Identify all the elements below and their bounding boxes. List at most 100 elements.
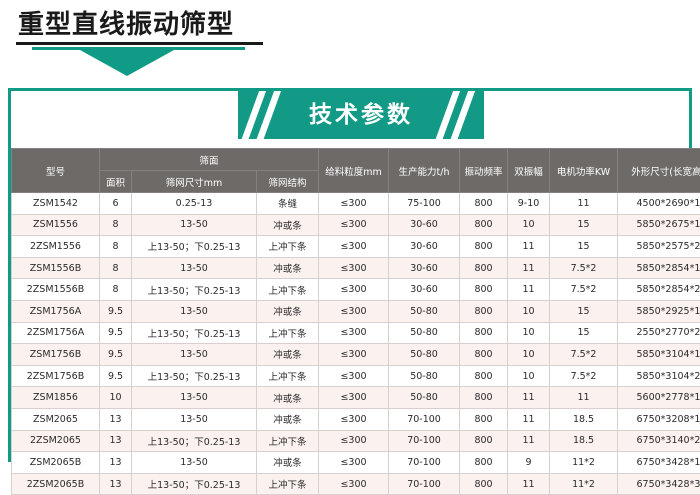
cell-mesh-size: 13-50 — [132, 257, 257, 279]
th-amplitude: 双振幅 — [508, 149, 550, 193]
cell-area: 9.5 — [100, 322, 132, 344]
cell-feed-size: ≤300 — [319, 214, 389, 236]
th-capacity: 生产能力t/h — [389, 149, 460, 193]
cell-model: ZSM1542 — [12, 193, 100, 215]
th-screen-group: 筛面 — [100, 149, 319, 171]
cell-motor-power: 7.5*2 — [550, 279, 618, 301]
cell-area: 9.5 — [100, 344, 132, 366]
cell-feed-size: ≤300 — [319, 193, 389, 215]
cell-frequency: 800 — [460, 193, 508, 215]
cell-motor-power: 18.5 — [550, 430, 618, 452]
cell-model: ZSM1556 — [12, 214, 100, 236]
th-feed-size: 给料粒度mm — [319, 149, 389, 193]
cell-amplitude: 9 — [508, 452, 550, 474]
cell-amplitude: 11 — [508, 236, 550, 258]
cell-model: ZSM2065B — [12, 452, 100, 474]
th-mesh-structure: 筛网结构 — [257, 171, 319, 193]
th-mesh-size: 筛网尺寸mm — [132, 171, 257, 193]
th-frequency: 振动频率 — [460, 149, 508, 193]
cell-area: 8 — [100, 279, 132, 301]
section-banner: 技术参数 — [238, 91, 484, 139]
section-banner-label: 技术参数 — [238, 91, 484, 139]
cell-mesh-size: 13-50 — [132, 387, 257, 409]
spec-table-area: 型号 筛面 给料粒度mm 生产能力t/h 振动频率 双振幅 电机功率KW 外形尺… — [11, 148, 689, 459]
cell-dimensions: 5850*3104*2020 — [618, 365, 700, 387]
cell-feed-size: ≤300 — [319, 365, 389, 387]
cell-motor-power: 11*2 — [550, 452, 618, 474]
cell-mesh-structure: 冲或条 — [257, 344, 319, 366]
cell-mesh-size: 13-50 — [132, 300, 257, 322]
cell-amplitude: 10 — [508, 322, 550, 344]
cell-capacity: 50-80 — [389, 365, 460, 387]
cell-model: ZSM2065 — [12, 408, 100, 430]
cell-mesh-size: 13-50 — [132, 452, 257, 474]
cell-feed-size: ≤300 — [319, 344, 389, 366]
cell-capacity: 30-60 — [389, 257, 460, 279]
cell-mesh-size: 13-50 — [132, 214, 257, 236]
cell-area: 8 — [100, 214, 132, 236]
cell-amplitude: 11 — [508, 408, 550, 430]
cell-mesh-size: 13-50 — [132, 408, 257, 430]
cell-motor-power: 11*2 — [550, 473, 618, 495]
cell-dimensions: 5850*2675*1703 — [618, 214, 700, 236]
cell-dimensions: 4500*2690*1710 — [618, 193, 700, 215]
cell-capacity: 70-100 — [389, 430, 460, 452]
cell-mesh-structure: 冲或条 — [257, 387, 319, 409]
cell-mesh-size: 13-50 — [132, 344, 257, 366]
cell-capacity: 30-60 — [389, 236, 460, 258]
cell-motor-power: 7.5*2 — [550, 344, 618, 366]
title-block: 重型直线振动筛型 — [0, 0, 700, 88]
cell-area: 9.5 — [100, 365, 132, 387]
cell-model: ZSM1856 — [12, 387, 100, 409]
spec-table-header: 型号 筛面 给料粒度mm 生产能力t/h 振动频率 双振幅 电机功率KW 外形尺… — [12, 149, 700, 193]
cell-frequency: 800 — [460, 344, 508, 366]
cell-mesh-structure: 冲或条 — [257, 452, 319, 474]
cell-motor-power: 15 — [550, 236, 618, 258]
cell-mesh-size: 0.25-13 — [132, 193, 257, 215]
cell-frequency: 800 — [460, 408, 508, 430]
cell-model: 2ZSM1556B — [12, 279, 100, 301]
title-underline-dark — [16, 42, 263, 45]
cell-amplitude: 11 — [508, 257, 550, 279]
cell-frequency: 800 — [460, 473, 508, 495]
cell-dimensions: 5850*2925*1703 — [618, 300, 700, 322]
cell-area: 10 — [100, 387, 132, 409]
th-area: 面积 — [100, 171, 132, 193]
cell-mesh-structure: 冲或条 — [257, 300, 319, 322]
th-dimensions: 外形尺寸(长宽高)mm — [618, 149, 700, 193]
cell-motor-power: 7.5*2 — [550, 257, 618, 279]
cell-feed-size: ≤300 — [319, 279, 389, 301]
cell-capacity: 30-60 — [389, 214, 460, 236]
cell-dimensions: 5850*2575*2023 — [618, 236, 700, 258]
cell-capacity: 50-80 — [389, 322, 460, 344]
cell-frequency: 800 — [460, 236, 508, 258]
cell-amplitude: 10 — [508, 214, 550, 236]
cell-feed-size: ≤300 — [319, 257, 389, 279]
cell-mesh-structure: 条缝 — [257, 193, 319, 215]
cell-area: 13 — [100, 408, 132, 430]
cell-dimensions: 6750*3428*3185 — [618, 473, 700, 495]
cell-amplitude: 9-10 — [508, 193, 550, 215]
cell-mesh-size: 上13-50；下0.25-13 — [132, 279, 257, 301]
down-arrow-icon — [80, 50, 174, 76]
cell-amplitude: 11 — [508, 430, 550, 452]
cell-feed-size: ≤300 — [319, 452, 389, 474]
cell-mesh-structure: 上冲下条 — [257, 365, 319, 387]
cell-capacity: 70-100 — [389, 408, 460, 430]
cell-model: 2ZSM1756B — [12, 365, 100, 387]
cell-mesh-structure: 上冲下条 — [257, 236, 319, 258]
th-motor-power: 电机功率KW — [550, 149, 618, 193]
cell-mesh-structure: 上冲下条 — [257, 322, 319, 344]
cell-dimensions: 5850*3104*1703 — [618, 344, 700, 366]
cell-dimensions: 5850*2854*1707 — [618, 257, 700, 279]
cell-dimensions: 5850*2854*2023 — [618, 279, 700, 301]
cell-mesh-size: 上13-50；下0.25-13 — [132, 430, 257, 452]
th-model: 型号 — [12, 149, 100, 193]
